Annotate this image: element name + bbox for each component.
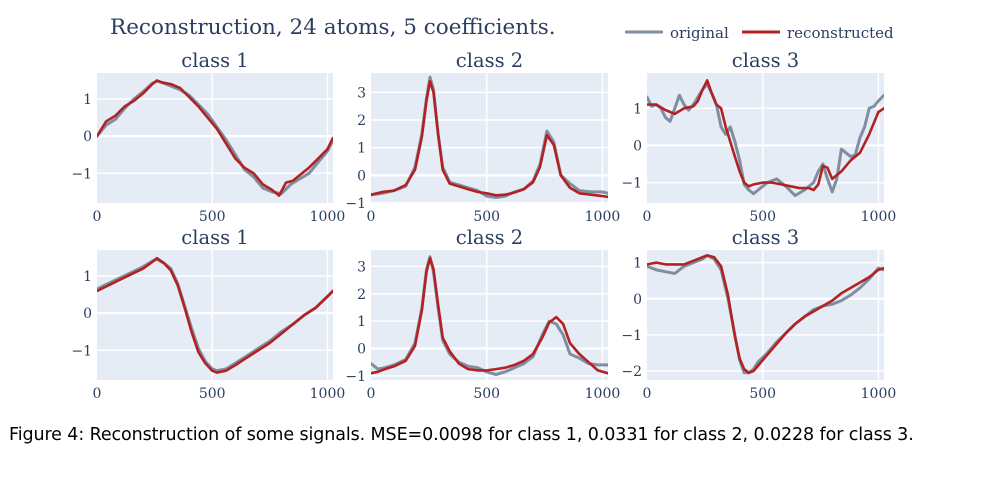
y-tick-label: −1 bbox=[345, 369, 366, 385]
y-tick-label: 0 bbox=[83, 129, 92, 145]
x-tick-label: 0 bbox=[643, 209, 652, 225]
series-line-reconstructed bbox=[647, 79, 884, 192]
y-tick-label: 0 bbox=[633, 292, 642, 308]
figure-caption: Figure 4: Reconstruction of some signals… bbox=[9, 425, 914, 445]
y-tick-label: 0 bbox=[357, 168, 366, 184]
y-tick-label: −1 bbox=[345, 196, 366, 212]
x-tick-label: 1000 bbox=[585, 386, 621, 402]
y-tick-label: 1 bbox=[633, 101, 642, 117]
y-tick-label: 0 bbox=[633, 138, 642, 154]
x-tick-label: 0 bbox=[367, 386, 376, 402]
y-tick-label: 1 bbox=[357, 141, 366, 157]
subplot-title: class 1 bbox=[181, 226, 248, 249]
x-tick-label: 0 bbox=[93, 386, 102, 402]
y-tick-label: 3 bbox=[357, 259, 366, 275]
subplot-4: 0 500 1000 −1 0 1 class 1 bbox=[71, 226, 345, 402]
x-tick-label: 500 bbox=[473, 209, 500, 225]
x-tick-label: 500 bbox=[473, 386, 500, 402]
series-line-original bbox=[647, 82, 884, 198]
legend: original reconstructed bbox=[625, 24, 894, 42]
y-tick-label: −1 bbox=[621, 176, 642, 192]
y-tick-label: −1 bbox=[71, 343, 92, 359]
x-tick-label: 1000 bbox=[585, 209, 621, 225]
plot-area bbox=[97, 73, 333, 203]
x-tick-label: 1000 bbox=[310, 386, 346, 402]
x-tick-label: 500 bbox=[199, 386, 226, 402]
x-tick-label: 500 bbox=[749, 386, 776, 402]
series-line-reconstructed bbox=[647, 254, 884, 375]
y-tick-label: 1 bbox=[633, 256, 642, 272]
plot-area bbox=[647, 250, 884, 380]
series-line-reconstructed bbox=[97, 256, 333, 374]
y-tick-label: 1 bbox=[357, 314, 366, 330]
subplot-title: class 3 bbox=[732, 226, 799, 249]
subplot-1: 0 500 1000 −1 0 1 class 1 bbox=[71, 49, 345, 225]
y-tick-label: −2 bbox=[621, 364, 642, 380]
plot-area bbox=[371, 250, 608, 380]
y-tick-label: 0 bbox=[83, 306, 92, 322]
subplot-3: 0 500 1000 −1 0 1 class 3 bbox=[621, 49, 896, 225]
legend-label-reconstructed: reconstructed bbox=[787, 24, 894, 42]
legend-label-original: original bbox=[670, 24, 729, 42]
x-tick-label: 0 bbox=[367, 209, 376, 225]
y-tick-label: 3 bbox=[357, 85, 366, 101]
subplot-title: class 2 bbox=[456, 226, 523, 249]
y-tick-label: −1 bbox=[621, 328, 642, 344]
subplot-title: class 3 bbox=[732, 49, 799, 72]
y-tick-label: 2 bbox=[357, 113, 366, 129]
series-line-original bbox=[97, 79, 333, 196]
x-tick-label: 1000 bbox=[310, 209, 346, 225]
subplot-title: class 2 bbox=[456, 49, 523, 72]
plot-area bbox=[97, 250, 333, 380]
y-tick-label: 1 bbox=[83, 269, 92, 285]
y-tick-label: 1 bbox=[83, 92, 92, 108]
subplot-title: class 1 bbox=[181, 49, 248, 72]
y-tick-label: 0 bbox=[357, 342, 366, 358]
x-tick-label: 0 bbox=[93, 209, 102, 225]
figure: Reconstruction, 24 atoms, 5 coefficients… bbox=[71, 15, 896, 402]
series-line-reconstructed bbox=[371, 256, 608, 375]
y-tick-label: 2 bbox=[357, 287, 366, 303]
x-tick-label: 1000 bbox=[861, 386, 897, 402]
x-tick-label: 500 bbox=[199, 209, 226, 225]
series-line-reconstructed bbox=[371, 80, 608, 199]
x-tick-label: 500 bbox=[749, 209, 776, 225]
figure-title: Reconstruction, 24 atoms, 5 coefficients… bbox=[110, 15, 556, 40]
y-tick-label: −1 bbox=[71, 166, 92, 182]
series-line-reconstructed bbox=[97, 79, 333, 197]
x-tick-label: 0 bbox=[643, 386, 652, 402]
subplot-6: 0 500 1000 −2 −1 0 1 class 3 bbox=[621, 226, 896, 402]
x-tick-label: 1000 bbox=[861, 209, 897, 225]
